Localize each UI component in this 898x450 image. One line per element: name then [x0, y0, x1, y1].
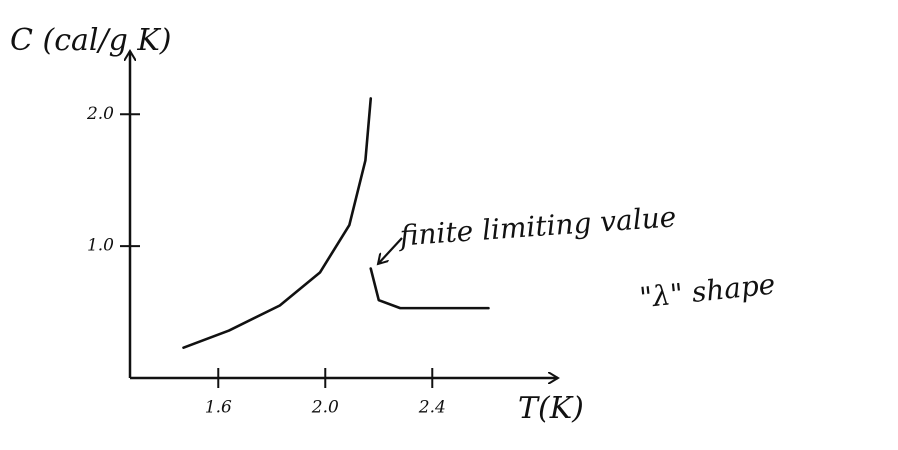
y-axis-label: C (cal/g K): [10, 23, 171, 58]
y-tick-label: 2.0: [86, 104, 114, 124]
chart: C (cal/g K) T(K) finite limiting value "…: [0, 0, 898, 450]
data-line: [184, 98, 371, 347]
annotation: finite limiting value: [397, 200, 678, 252]
annotation: "λ" shape: [638, 267, 777, 314]
annotation-arrow: [378, 238, 402, 264]
y-tick-label: 1.0: [87, 236, 114, 256]
x-tick-label: 2.0: [311, 398, 339, 418]
x-axis-label: T(K): [518, 391, 584, 426]
x-tick-label: 1.6: [205, 398, 232, 418]
data-line: [371, 269, 489, 309]
x-tick-label: 2.4: [418, 398, 446, 418]
